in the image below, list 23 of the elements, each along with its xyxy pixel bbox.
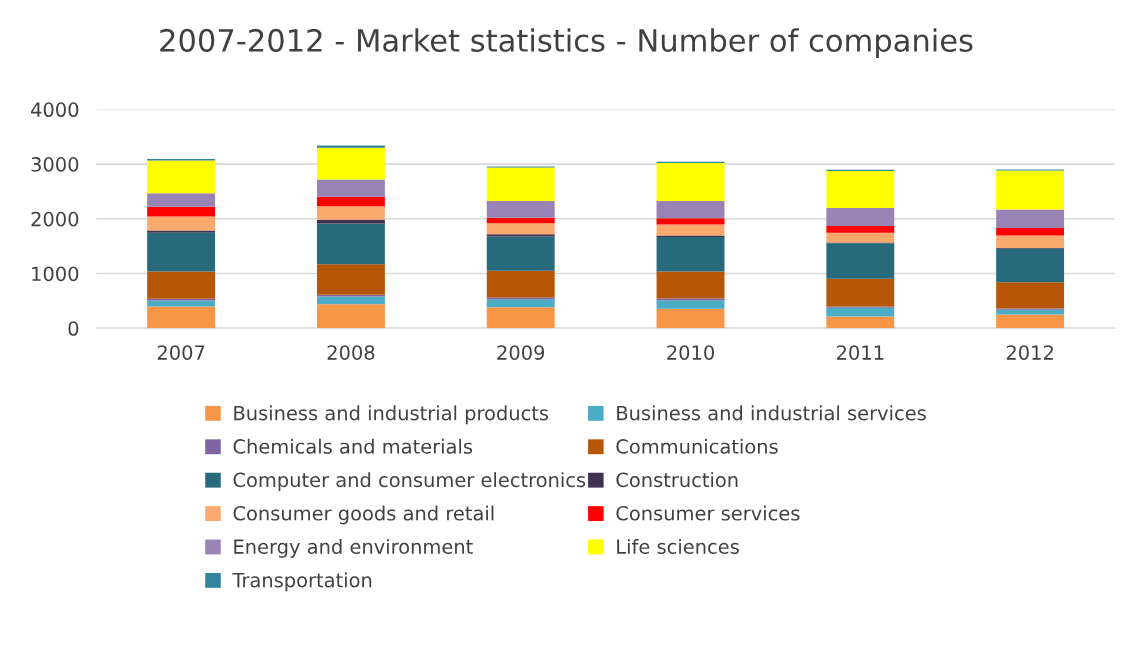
legend-label: Consumer goods and retail: [233, 505, 494, 525]
x-tick-label: 2007: [157, 345, 205, 360]
legend-label: Life sciences: [617, 538, 739, 555]
x-tick-label: 2012: [1006, 345, 1053, 360]
y-tick-label: 3000: [31, 157, 79, 172]
x-tick-label: 2008: [327, 345, 375, 360]
y-tick-label: 2000: [31, 211, 79, 227]
y-tick-label: 0: [68, 321, 79, 336]
legend-label: Consumer services: [616, 505, 800, 521]
y-tick-label: 4000: [31, 102, 79, 118]
x-tick-label: 2011: [837, 345, 884, 360]
x-tick-label: 2009: [497, 345, 545, 360]
legend-label: Transportation: [232, 572, 372, 592]
x-tick-label: 2010: [667, 345, 714, 360]
legend-label: Computer and consumer electronics: [233, 472, 586, 491]
legend-label: Communications: [616, 438, 778, 454]
legend-label: Business and industrial services: [617, 405, 926, 421]
legend-label: Energy and environment: [234, 538, 473, 558]
legend-label: Construction: [616, 472, 738, 488]
y-tick-label: 1000: [32, 266, 79, 282]
legend-label: Business and industrial products: [234, 405, 549, 425]
chart-title: 2007-2012 - Market statistics - Number of companies: [160, 28, 973, 58]
legend-label: Chemicals and materials: [233, 438, 473, 454]
